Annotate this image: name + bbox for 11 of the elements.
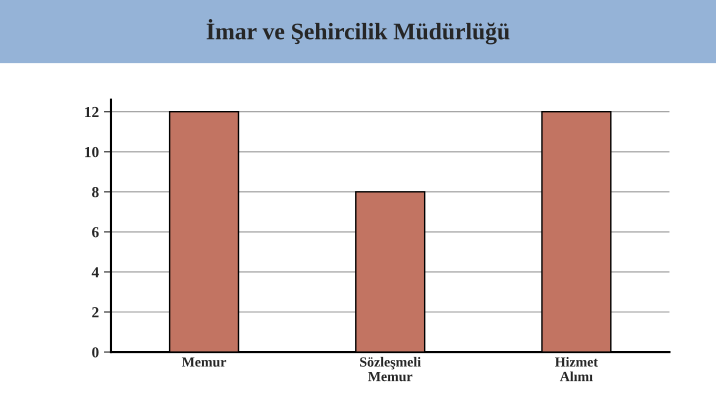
x-tick-label: Memur [182,357,226,367]
y-tick-label: 0 [92,347,99,358]
y-tick-label: 12 [85,106,99,118]
x-tick-label: Sözleşmeli Memur [360,356,421,382]
y-tick-label: 6 [92,227,99,238]
y-tick-label: 8 [92,186,99,198]
y-tick-label: 2 [92,307,99,318]
y-tick-label: 4 [92,267,99,278]
x-tick-label: Hizmet Alımı [555,356,598,382]
y-tick-label: 10 [85,146,99,158]
chart-title: İmar ve Şehircilik Müdürlüğü [206,19,510,44]
